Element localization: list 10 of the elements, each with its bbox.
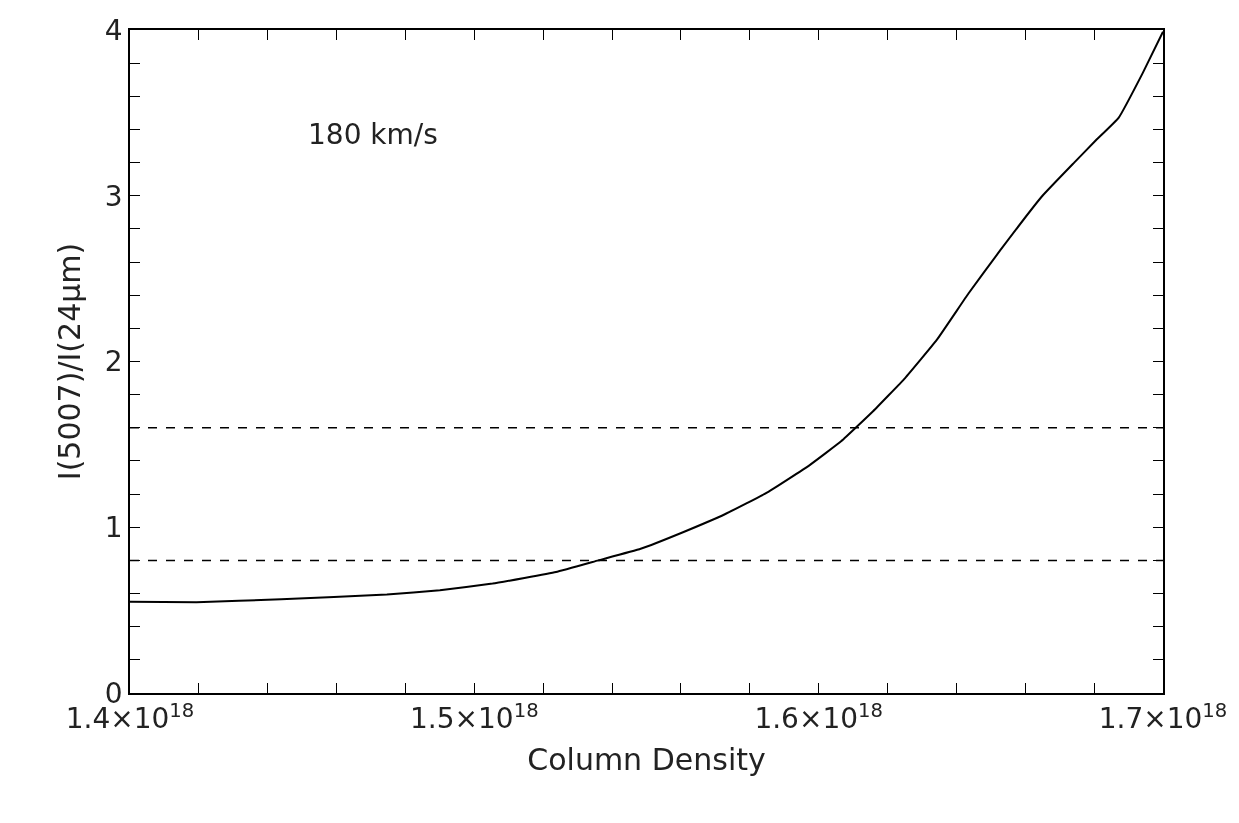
x-tick-label: 1.6×10$^{18}$ (754, 698, 883, 736)
x-tick-label: 1.7×10$^{18}$ (1098, 698, 1228, 736)
y-tick-label: 4 (104, 13, 123, 47)
x-tick-label: 1.5×10$^{18}$ (410, 698, 539, 736)
y-tick-label: 1 (104, 511, 123, 545)
y-tick-label: 2 (104, 345, 123, 379)
y-axis-title: I(5007)/I(24μm) (52, 242, 88, 481)
y-tick-label: 3 (104, 179, 123, 213)
x-axis-title: Column Density (527, 742, 766, 778)
annotation: 180 km/s (308, 118, 438, 151)
